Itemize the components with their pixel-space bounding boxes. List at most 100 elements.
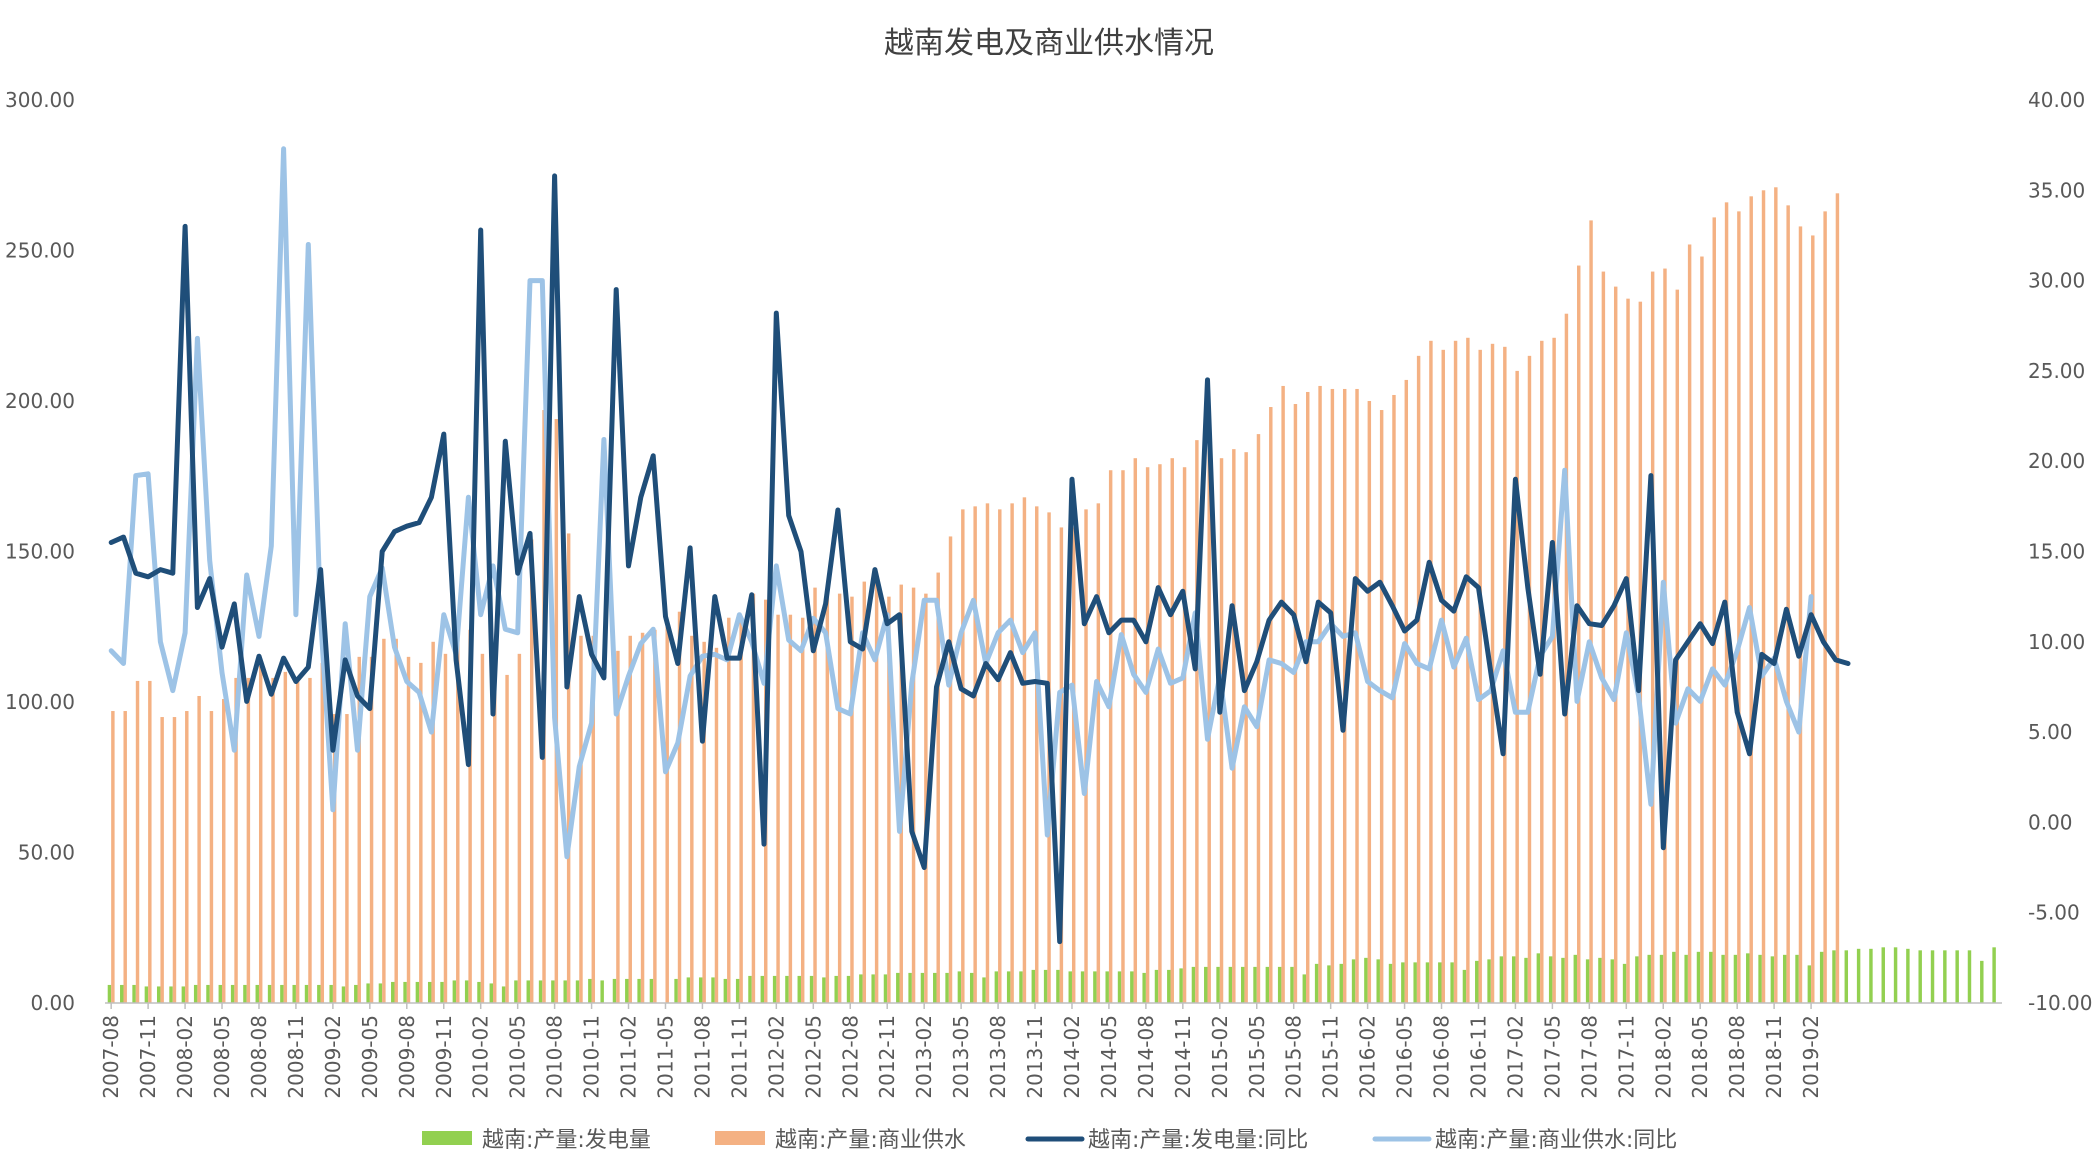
bar	[575, 980, 580, 1003]
right-y-tick-label: 15.00	[2028, 540, 2085, 564]
bar	[1121, 470, 1125, 1004]
bar	[197, 695, 201, 1003]
bar	[1438, 962, 1442, 1003]
bar	[317, 984, 321, 1003]
bar	[760, 975, 765, 1003]
bar	[1564, 313, 1569, 1004]
bar	[1635, 956, 1639, 1003]
bar	[1585, 959, 1590, 1003]
bar	[1195, 440, 1199, 1003]
chart-title: 越南发电及商业供水情况	[884, 26, 1214, 61]
bar	[304, 984, 309, 1003]
bar	[1823, 211, 1827, 1003]
bar	[1774, 187, 1778, 1004]
bar	[1589, 220, 1593, 1003]
right-y-tick-label: 10.00	[2028, 630, 2085, 654]
bar	[1293, 404, 1298, 1003]
bar	[440, 981, 444, 1003]
bar	[1696, 951, 1701, 1003]
bar	[1869, 948, 1873, 1003]
bar	[1158, 464, 1162, 1004]
right-y-axis: -10.00 -5.00 0.00 5.00 10.00 15.00 20.00 25.00 3…	[2028, 88, 2092, 1015]
left-y-tick-label: 100.00	[5, 690, 75, 714]
bar	[243, 984, 247, 1003]
bar	[132, 984, 136, 1003]
right-y-tick-label: -10.00	[2028, 991, 2092, 1015]
bar	[1265, 966, 1270, 1003]
bar	[193, 984, 198, 1003]
left-y-tick-label: 300.00	[5, 88, 75, 112]
bar	[723, 978, 728, 1003]
bar	[887, 596, 891, 1003]
legend-label: 越南:产量:商业供水:同比	[1435, 1128, 1677, 1153]
bar	[1930, 950, 1935, 1003]
bar	[1281, 385, 1285, 1003]
bar	[714, 647, 719, 1003]
bar	[1191, 966, 1196, 1003]
bar	[1130, 971, 1134, 1003]
x-tick-label: 2008-11	[284, 1015, 308, 1099]
bar	[255, 984, 259, 1003]
x-tick-label: 2012-05	[801, 1015, 825, 1099]
bar	[123, 711, 127, 1003]
x-tick-label: 2014-05	[1097, 1015, 1121, 1099]
x-tick-label: 2010-05	[506, 1015, 530, 1099]
bar	[246, 677, 251, 1003]
x-tick-label: 2010-08	[543, 1015, 567, 1099]
bar	[209, 711, 214, 1003]
bar	[1006, 971, 1011, 1003]
bar	[748, 975, 752, 1003]
bar	[1672, 951, 1676, 1003]
bar	[1219, 458, 1224, 1003]
bar	[1022, 497, 1027, 1003]
bar	[874, 581, 879, 1003]
bar	[1659, 954, 1664, 1003]
bar	[156, 986, 161, 1003]
bar	[514, 980, 518, 1003]
bar	[464, 980, 469, 1003]
bar	[283, 671, 288, 1003]
bar	[637, 978, 641, 1003]
bar	[1684, 954, 1688, 1003]
bar	[1182, 467, 1187, 1004]
x-tick-label: 2016-05	[1393, 1015, 1417, 1099]
bar	[1388, 963, 1393, 1003]
bar	[1105, 971, 1109, 1003]
bar	[591, 635, 596, 1003]
bar	[415, 981, 420, 1003]
bar	[1330, 388, 1335, 1004]
bar	[1068, 971, 1072, 1003]
bar	[1441, 349, 1445, 1004]
x-tick-label: 2012-11	[875, 1015, 899, 1099]
bar	[341, 986, 346, 1003]
bar	[625, 978, 629, 1003]
x-tick-label: 2015-08	[1282, 1015, 1306, 1099]
bar	[1306, 391, 1310, 1004]
bar	[1746, 953, 1750, 1003]
left-y-tick-label: 250.00	[5, 239, 75, 263]
bar	[366, 983, 370, 1003]
legend-item: 越南:产量:发电量	[422, 1128, 651, 1153]
bar	[332, 714, 337, 1003]
bar	[911, 587, 916, 1003]
bar	[1351, 959, 1356, 1003]
bar	[1453, 340, 1458, 1003]
bar	[206, 984, 210, 1003]
left-y-axis: 0.00 50.00 100.00 150.00 200.00 250.00 300.00	[5, 88, 75, 1015]
x-tick-label: 2011-11	[727, 1015, 751, 1099]
x-tick-label: 2009-05	[358, 1015, 382, 1099]
bar	[1318, 385, 1322, 1003]
bar	[394, 638, 398, 1003]
bar	[702, 641, 706, 1003]
bar	[1943, 950, 1947, 1003]
x-tick-label: 2016-02	[1356, 1015, 1380, 1099]
right-y-tick-label: -5.00	[2028, 901, 2080, 925]
bar	[1093, 971, 1097, 1003]
bar	[501, 986, 506, 1003]
bar	[579, 635, 583, 1003]
bar	[1425, 962, 1430, 1003]
bar	[1364, 957, 1368, 1003]
bar	[1429, 340, 1433, 1003]
bar	[1992, 947, 1996, 1003]
